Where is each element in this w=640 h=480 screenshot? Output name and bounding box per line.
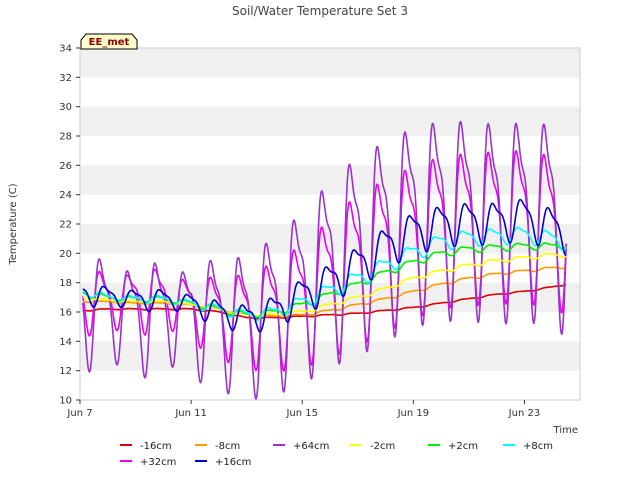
y-tick-label: 16 xyxy=(59,308,72,319)
series-line xyxy=(82,283,567,320)
legend-label: -8cm xyxy=(215,441,240,452)
grid-band xyxy=(80,48,580,78)
y-tick-label: 14 xyxy=(59,337,72,348)
grid-band xyxy=(80,312,580,342)
station-badge: EE_met xyxy=(80,33,138,50)
grid-band xyxy=(80,77,580,107)
grid-band xyxy=(80,165,580,195)
y-tick-label: 26 xyxy=(59,161,72,172)
x-tick-label: Jun 23 xyxy=(508,408,541,419)
grid-band xyxy=(80,341,580,371)
y-tick-label: 32 xyxy=(59,73,72,84)
legend-label: +32cm xyxy=(140,457,176,468)
y-tick-label: 34 xyxy=(59,44,72,55)
legend-label: -2cm xyxy=(370,441,395,452)
legend-label: +2cm xyxy=(448,441,478,452)
chart-title: Soil/Water Temperature Set 3 xyxy=(232,4,408,18)
grid-bands xyxy=(80,48,580,400)
y-axis-label: Temperature (C) xyxy=(8,183,19,265)
x-tick-label: Jun 7 xyxy=(66,408,92,419)
y-tick-label: 22 xyxy=(59,220,72,231)
x-axis-label: Time xyxy=(553,425,578,436)
legend: -16cm +32cm -8cm +64cm -2cm +2cm +8cm +16cm xyxy=(120,441,553,468)
y-tick-label: 24 xyxy=(59,190,72,201)
x-tick-label: Jun 15 xyxy=(285,408,318,419)
series-line xyxy=(82,120,567,400)
x-tick-label: Jun 11 xyxy=(174,408,207,419)
y-tick-label: 10 xyxy=(59,396,72,407)
series-line xyxy=(82,150,567,372)
legend-label: +8cm xyxy=(523,441,553,452)
x-tick-label: Jun 19 xyxy=(397,408,430,419)
series-lines xyxy=(82,120,567,400)
series-line xyxy=(82,198,567,333)
grid-band xyxy=(80,370,580,400)
y-tick-label: 30 xyxy=(59,102,72,113)
legend-label: +16cm xyxy=(215,457,251,468)
grid-band xyxy=(80,136,580,166)
y-tick-label: 28 xyxy=(59,132,72,143)
station-badge-text: EE_met xyxy=(89,37,130,48)
grid-band xyxy=(80,106,580,136)
series-line xyxy=(82,266,567,318)
y-tick-label: 12 xyxy=(59,366,72,377)
grid-band xyxy=(80,194,580,224)
y-axis: 10 12 14 16 18 20 22 24 26 28 30 32 34 xyxy=(59,44,80,407)
legend-label: -16cm xyxy=(140,441,172,452)
legend-label: +64cm xyxy=(293,441,329,452)
y-tick-label: 18 xyxy=(59,278,72,289)
y-tick-label: 20 xyxy=(59,249,72,260)
series-line xyxy=(82,252,567,318)
x-axis: Jun 7 Jun 11 Jun 15 Jun 19 Jun 23 xyxy=(66,400,540,419)
